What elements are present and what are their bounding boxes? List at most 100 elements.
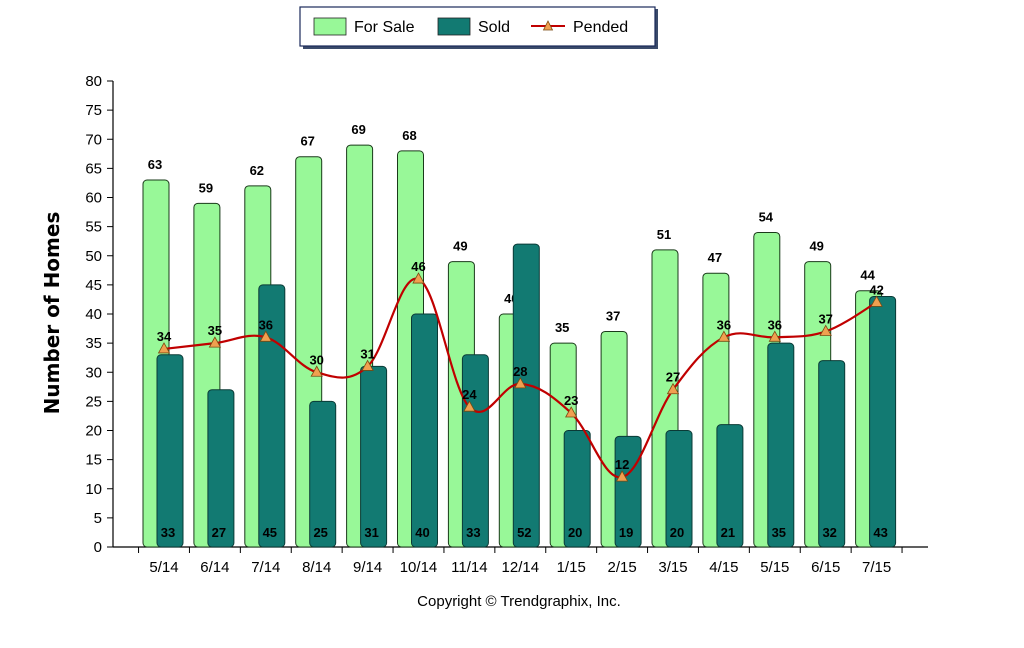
sold-bar xyxy=(156,354,184,548)
pended-marker xyxy=(361,359,374,371)
sold-bar xyxy=(716,424,744,548)
copyright-text: Copyright © Trendgraphix, Inc. xyxy=(417,593,621,610)
pended-marker xyxy=(717,330,731,342)
x-tick-label: 1/15 xyxy=(557,559,586,576)
sold-bar xyxy=(309,400,337,548)
pended-value-label: 34 xyxy=(157,329,172,344)
y-tick-label: 80 xyxy=(85,73,102,90)
sold-bar xyxy=(258,284,286,548)
y-tick-label: 60 xyxy=(85,190,102,207)
x-tick-label: 8/14 xyxy=(302,559,331,576)
pended-marker xyxy=(514,377,527,389)
for-sale-value-label: 51 xyxy=(657,227,671,242)
x-tick-label: 7/15 xyxy=(862,559,891,576)
sold-value-label: 20 xyxy=(568,525,582,540)
legend: For Sale Sold Pended xyxy=(299,6,658,49)
for-sale-value-label: 62 xyxy=(250,163,264,178)
sold-value-label: 25 xyxy=(313,525,327,540)
y-tick-label: 70 xyxy=(85,131,102,148)
for-sale-value-label: 67 xyxy=(300,134,314,149)
x-tick-label: 5/14 xyxy=(149,559,178,576)
for-sale-value-label: 49 xyxy=(809,239,823,254)
y-tick-label: 25 xyxy=(85,393,102,410)
sold-value-label: 40 xyxy=(415,525,429,540)
pended-marker xyxy=(870,295,883,307)
pended-marker xyxy=(157,342,171,354)
pended-value-label: 24 xyxy=(462,387,477,402)
sold-value-label: 20 xyxy=(670,525,684,540)
pended-marker xyxy=(310,365,323,377)
legend-label-sold: Sold xyxy=(478,19,510,36)
y-tick-label: 10 xyxy=(85,481,102,498)
y-tick-label: 75 xyxy=(85,102,102,119)
x-tick-label: 3/15 xyxy=(658,559,687,576)
pended-marker xyxy=(412,272,425,284)
x-tick-label: 5/15 xyxy=(760,559,789,576)
x-tick-label: 7/14 xyxy=(251,559,280,576)
y-axis-title: Number of Homes xyxy=(40,212,64,415)
for-sale-value-label: 54 xyxy=(759,209,774,224)
for-sale-value-label: 37 xyxy=(606,308,620,323)
sold-value-label: 27 xyxy=(212,525,226,540)
for-sale-value-label: 69 xyxy=(351,122,365,137)
sold-bar xyxy=(411,313,438,548)
legend-box xyxy=(299,6,656,47)
sold-value-label: 45 xyxy=(263,525,277,540)
sold-bar xyxy=(614,435,642,548)
pended-value-label: 28 xyxy=(513,364,527,379)
pended-line xyxy=(163,277,878,479)
y-tick-label: 55 xyxy=(85,219,102,236)
pended-marker xyxy=(463,400,476,412)
legend-label-for-sale: For Sale xyxy=(354,19,415,36)
y-tick-label: 30 xyxy=(85,364,102,381)
y-tick-label: 5 xyxy=(94,510,102,527)
pended-value-label: 42 xyxy=(869,282,883,297)
x-tick-label: 4/15 xyxy=(709,559,738,576)
pended-value-label: 36 xyxy=(768,317,782,332)
x-tick-label: 6/14 xyxy=(200,559,229,576)
pended-value-label: 27 xyxy=(666,370,680,385)
sold-value-label: 19 xyxy=(619,525,633,540)
pended-value-label: 23 xyxy=(564,393,578,408)
sold-value-label: 52 xyxy=(517,525,531,540)
legend-swatch-sold xyxy=(437,17,471,36)
pended-marker xyxy=(819,324,832,336)
pended-value-label: 12 xyxy=(615,457,629,472)
for-sale-value-label: 63 xyxy=(148,157,162,172)
sold-value-label: 32 xyxy=(822,525,836,540)
sold-value-label: 21 xyxy=(721,525,735,540)
sold-bar xyxy=(869,296,897,548)
x-tick-label: 12/14 xyxy=(502,559,540,576)
sold-value-label: 35 xyxy=(772,525,786,540)
x-tick-label: 11/14 xyxy=(451,559,487,576)
legend-label-pended: Pended xyxy=(573,19,628,36)
pended-marker xyxy=(768,330,781,342)
for-sale-value-label: 47 xyxy=(708,250,722,265)
for-sale-value-label: 68 xyxy=(402,128,416,143)
pended-marker xyxy=(259,330,272,342)
pended-value-label: 36 xyxy=(259,317,273,332)
x-tick-label: 6/15 xyxy=(811,559,840,576)
for-sale-value-label: 59 xyxy=(199,180,213,195)
sold-bar xyxy=(665,430,693,548)
sold-value-label: 31 xyxy=(364,525,378,540)
sold-bar xyxy=(360,365,388,548)
pended-value-label: 31 xyxy=(360,346,374,361)
legend-marker-pended xyxy=(542,20,554,31)
pended-value-label: 30 xyxy=(309,352,323,367)
for-sale-value-label: 44 xyxy=(860,268,875,283)
pended-value-label: 36 xyxy=(717,317,731,332)
x-tick-label: 2/15 xyxy=(607,559,636,576)
y-tick-label: 40 xyxy=(85,306,102,323)
y-tick-label: 65 xyxy=(85,160,102,177)
y-tick-label: 0 xyxy=(94,539,102,556)
y-tick-label: 45 xyxy=(85,277,102,294)
sold-bar xyxy=(512,243,540,548)
plot-area: 0 5 10 15 20 25 30 35 40 45 50 55 60 65 70 75 80 63 33 5/14… xyxy=(85,73,928,576)
for-sale-value-label: 35 xyxy=(555,320,569,335)
sold-value-label: 33 xyxy=(161,525,175,540)
sold-bar xyxy=(563,430,591,548)
sold-value-label: 33 xyxy=(466,525,480,540)
y-tick-label: 50 xyxy=(85,248,102,265)
